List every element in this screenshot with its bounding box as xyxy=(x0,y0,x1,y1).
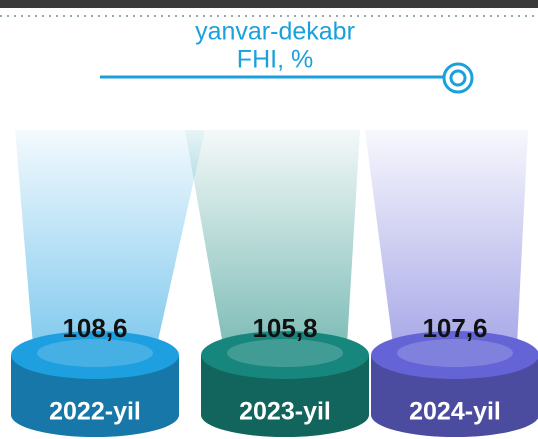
podium-top xyxy=(371,331,538,379)
rule-end-ring xyxy=(442,62,474,94)
podium-top xyxy=(201,331,369,379)
value-label: 108,6 xyxy=(62,313,127,343)
category-label: 2022-yil xyxy=(49,398,141,426)
chart-subtitle: FHI, % xyxy=(237,46,313,74)
podium-top-inner xyxy=(397,339,513,367)
category-label: 2023-yil xyxy=(239,398,331,426)
light-beam xyxy=(185,130,360,345)
rule-end-dot xyxy=(449,69,467,87)
light-beam xyxy=(365,130,528,345)
chart-title: yanvar-dekabr xyxy=(195,18,355,46)
podium-top xyxy=(11,331,179,379)
category-label: 2024-yil xyxy=(409,398,501,426)
top-strip xyxy=(0,0,538,8)
value-label: 107,6 xyxy=(422,313,487,343)
value-label: 105,8 xyxy=(252,313,317,343)
podium-top-inner xyxy=(37,339,153,367)
podium-top-inner xyxy=(227,339,343,367)
light-beam xyxy=(15,130,205,345)
